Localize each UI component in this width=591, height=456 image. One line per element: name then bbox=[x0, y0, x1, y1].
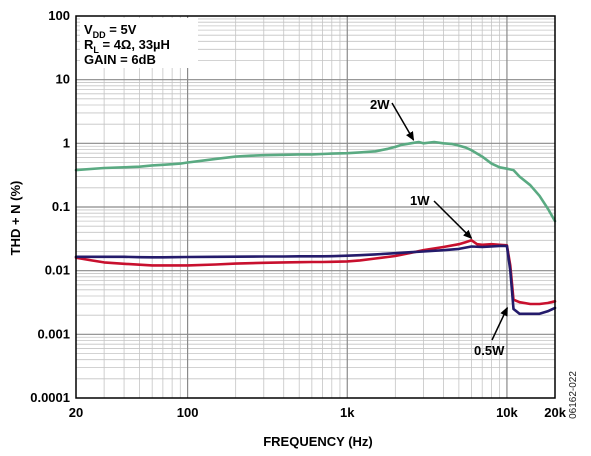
annotation-2w-label: 2W bbox=[370, 97, 390, 112]
figure-id: 06162-022 bbox=[568, 371, 579, 419]
series-line-1w bbox=[74, 239, 557, 306]
y-tick-label: 10 bbox=[56, 72, 70, 87]
series-line-05w bbox=[74, 244, 557, 316]
annotation-05w-label: 0.5W bbox=[474, 343, 505, 358]
rl-symbol: R bbox=[84, 37, 94, 52]
y-tick-label: 0.0001 bbox=[30, 390, 70, 405]
test-conditions-background bbox=[80, 18, 198, 68]
y-axis-tick-labels: 0.0001 0.001 0.01 0.1 1 10 100 bbox=[30, 8, 70, 405]
x-tick-label: 1k bbox=[340, 405, 355, 420]
y-tick-label: 0.001 bbox=[37, 326, 70, 341]
condition-gain: GAIN = 6dB bbox=[84, 52, 156, 67]
vdd-subscript: DD bbox=[93, 30, 106, 40]
condition-load: RL = 4Ω, 33µH bbox=[84, 37, 170, 55]
x-tick-label: 100 bbox=[177, 405, 199, 420]
plot-frame bbox=[75, 15, 556, 399]
annotation-1w-arrow bbox=[433, 200, 473, 239]
series-lines bbox=[74, 140, 557, 316]
test-conditions-box: VDD = 5V RL = 4Ω, 33µH GAIN = 6dB bbox=[80, 18, 198, 68]
x-axis-title: FREQUENCY (Hz) bbox=[263, 434, 373, 449]
series-annotations: 2W 1W 0.5W bbox=[370, 97, 508, 358]
annotation-2w-arrow bbox=[391, 102, 415, 141]
series-line-2w bbox=[74, 140, 557, 223]
x-tick-label: 20 bbox=[69, 405, 83, 420]
vdd-value: = 5V bbox=[106, 22, 137, 37]
rl-subscript: L bbox=[93, 45, 99, 55]
x-tick-label: 20k bbox=[544, 405, 566, 420]
major-gridlines bbox=[76, 16, 555, 398]
y-tick-label: 0.01 bbox=[45, 263, 70, 278]
x-tick-label: 10k bbox=[496, 405, 518, 420]
y-tick-label: 100 bbox=[48, 8, 70, 23]
y-tick-label: 0.1 bbox=[52, 199, 70, 214]
y-axis-title: THD + N (%) bbox=[8, 181, 23, 256]
annotation-1w-label: 1W bbox=[410, 193, 430, 208]
annotation-05w-arrow bbox=[491, 306, 508, 341]
x-axis-tick-labels: 20 100 1k 10k 20k bbox=[69, 405, 567, 420]
rl-value: = 4Ω, 33µH bbox=[99, 37, 170, 52]
vdd-symbol: V bbox=[84, 22, 93, 37]
y-tick-label: 1 bbox=[63, 135, 70, 150]
condition-vdd: VDD = 5V bbox=[84, 22, 137, 40]
